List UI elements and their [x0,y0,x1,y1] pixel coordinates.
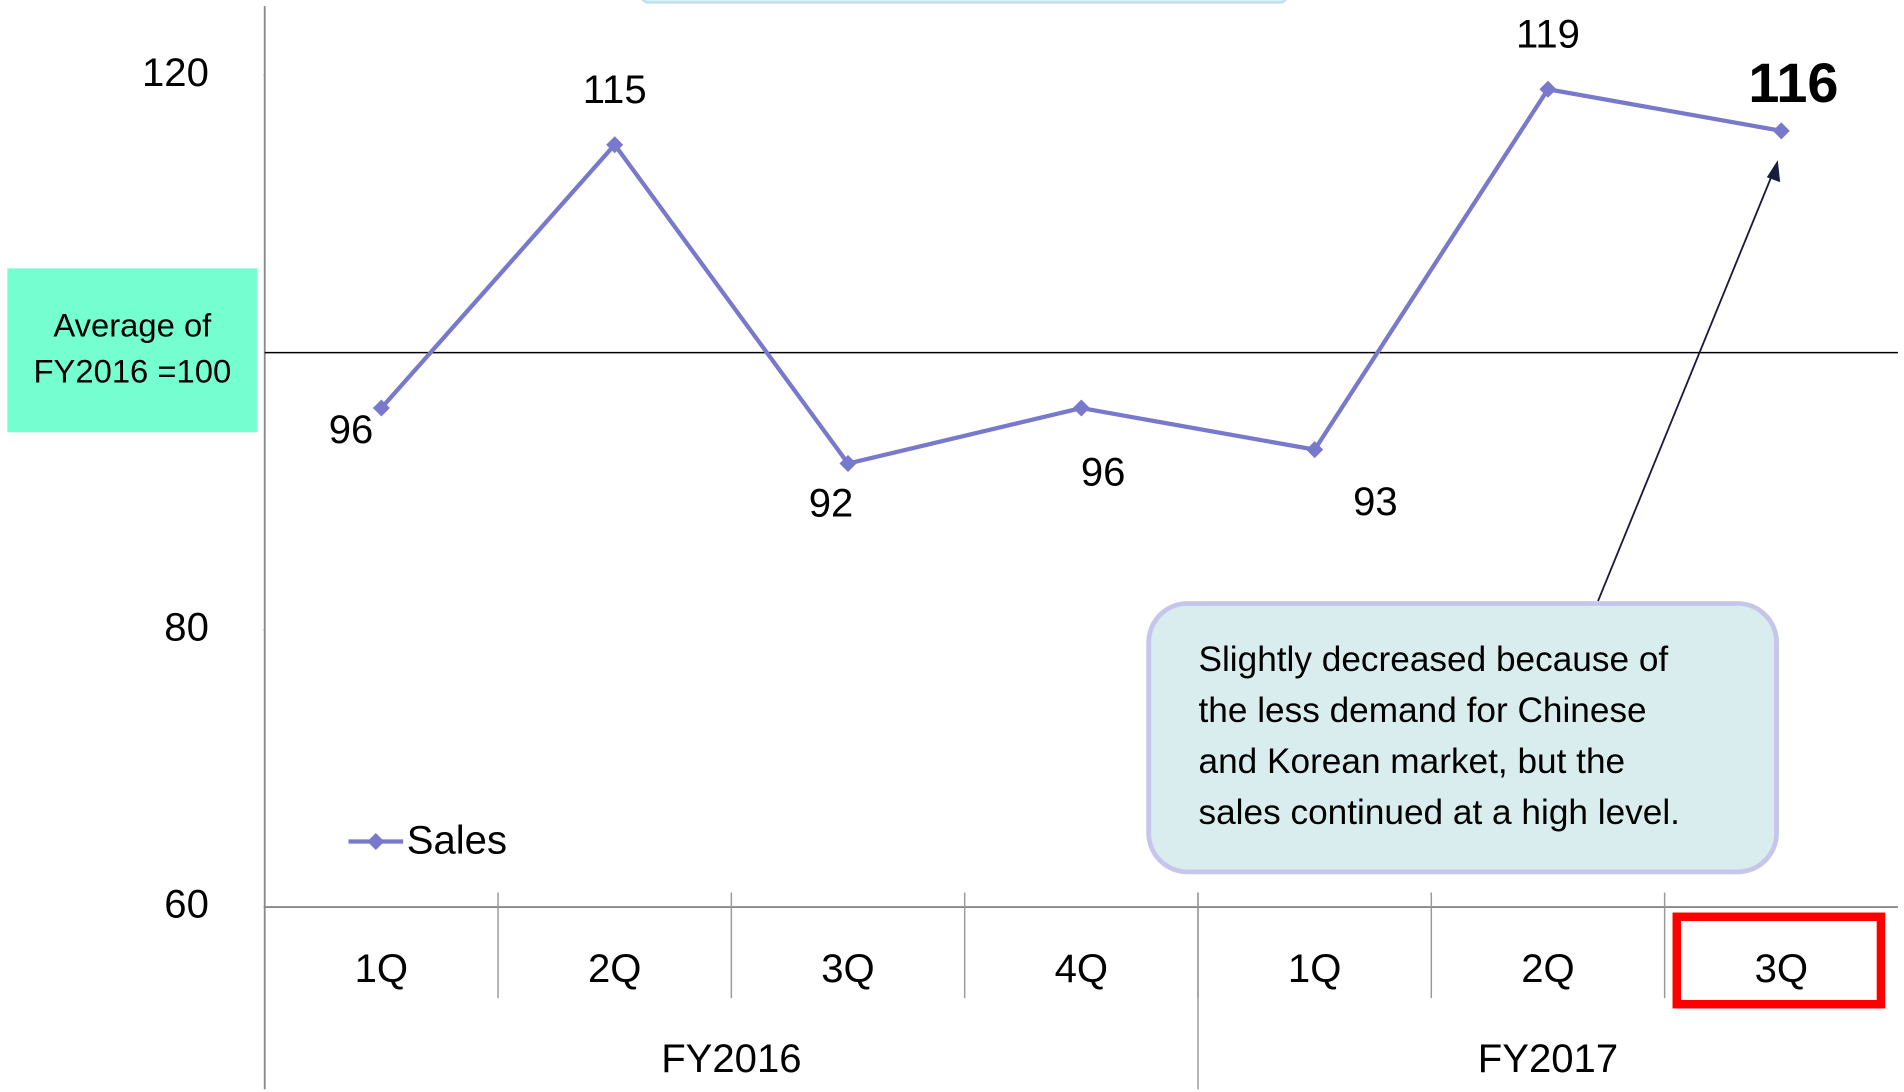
data-label: 96 [1081,450,1126,494]
x-tick-label: 1Q [1288,947,1341,991]
callout-box [1146,601,1779,875]
reference-label: Average of [53,307,212,344]
group-label: FY2016 [661,1037,801,1081]
chart-body: 60 80 120 1Q 2Q 3Q 4Q 1Q 2Q 3Q FY2016 FY2017 Average… [7,0,1898,1090]
highlight-box [1672,912,1886,1009]
data-label: 116 [1748,51,1838,114]
legend-marker [367,833,385,851]
point-marker [372,399,390,417]
point-marker [606,136,624,154]
reference-label-box [7,268,258,433]
y-tick-label: 60 [164,883,209,927]
callout-text: and Korean market, but the [1199,742,1626,781]
x-tick-label: 2Q [1521,947,1574,991]
x-tick-label: 3Q [1755,947,1808,991]
y-tick-label: 120 [142,51,209,95]
data-label: 115 [583,68,647,112]
callout-arrowhead [1766,160,1781,183]
point-marker [1072,399,1090,417]
data-label: 92 [809,482,854,526]
point-marker [1539,80,1557,98]
point-marker [839,455,857,473]
data-label: 119 [1516,13,1580,57]
data-label: 93 [1353,480,1398,524]
top-box [641,0,1287,4]
data-label: 96 [329,408,374,452]
y-tick-label: 80 [164,605,209,649]
point-marker [1772,122,1790,140]
reference-label: FY2016 =100 [34,353,232,390]
legend-label: Sales [407,818,507,862]
x-tick-label: 3Q [821,947,874,991]
callout-text: sales continued at a high level. [1199,793,1680,832]
callout-text: the less demand for Chinese [1199,691,1647,730]
callout-text: Slightly decreased because of [1199,640,1669,679]
group-label: FY2017 [1478,1037,1618,1081]
x-tick-label: 1Q [355,947,408,991]
x-tick-label: 2Q [588,947,641,991]
callout-arrow [1597,169,1775,602]
x-tick-label: 4Q [1055,947,1108,991]
